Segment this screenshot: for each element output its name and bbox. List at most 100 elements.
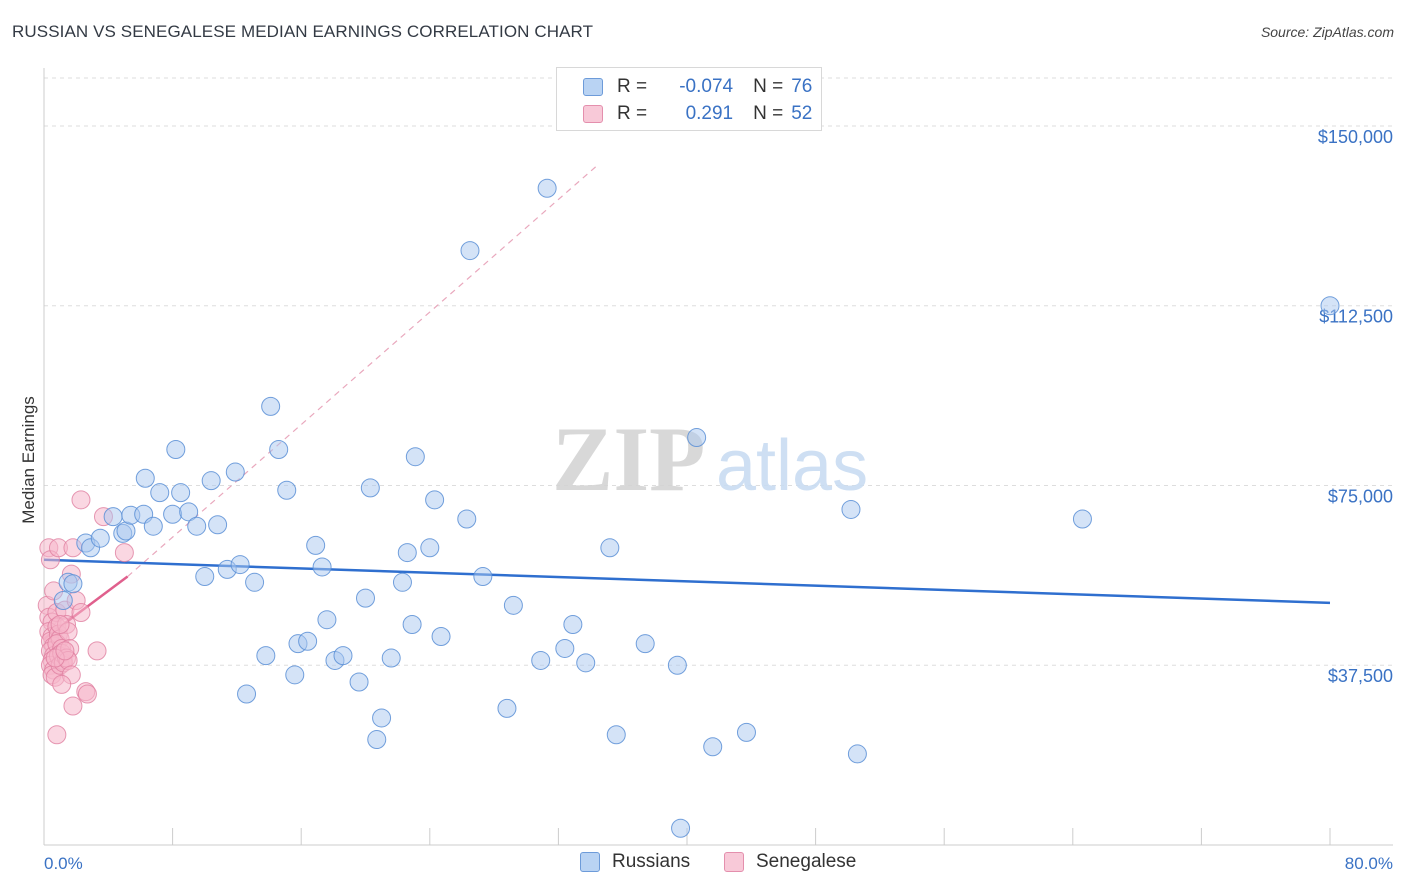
- russians-point: [312, 557, 332, 577]
- russians-point: [150, 483, 170, 503]
- russians-point: [1320, 296, 1340, 316]
- russians-point: [103, 507, 123, 527]
- russians-point: [367, 730, 387, 750]
- russians-point: [179, 502, 199, 522]
- watermark-atlas: atlas: [716, 426, 868, 506]
- gridlines: [44, 77, 1393, 666]
- russians-point: [671, 818, 691, 838]
- russians-point: [360, 478, 380, 498]
- russians-point: [356, 588, 375, 608]
- russians-point: [736, 722, 756, 742]
- y-tick-label: $112,500: [1319, 307, 1393, 327]
- russians-point: [269, 440, 289, 460]
- senegalese-point: [114, 543, 134, 563]
- y-tick-labels: $37,500 $75,000 $112,500 $150,000: [1318, 127, 1393, 686]
- russians-point: [372, 708, 392, 728]
- russians-point: [420, 538, 440, 558]
- russians-point: [306, 535, 326, 555]
- russians-point: [635, 634, 655, 654]
- russians-point: [503, 595, 523, 615]
- russians-point: [277, 480, 297, 500]
- senegalese-point: [47, 725, 67, 745]
- y-tick-label: $75,000: [1328, 486, 1393, 506]
- russians-point: [208, 515, 228, 535]
- legend-n-value: 52: [791, 103, 813, 124]
- russians-point: [606, 725, 626, 745]
- senegalese-point: [50, 614, 70, 634]
- russians-swatch: [583, 78, 603, 96]
- senegalese-point: [71, 490, 91, 510]
- russians-point: [201, 471, 221, 491]
- russians-point: [63, 574, 83, 594]
- russians-legend-label: Russians: [612, 851, 691, 872]
- legend-r-label: R =: [617, 103, 648, 124]
- legend-row-senegalese: R = 0.291 N = 52: [557, 101, 812, 127]
- russians-point: [261, 396, 281, 416]
- watermark: ZIP atlas: [552, 408, 868, 510]
- russians-point: [187, 516, 207, 536]
- y-tick-label: $37,500: [1328, 666, 1393, 686]
- russians-point: [425, 490, 445, 510]
- legend-row-russians: R = -0.074 N = 76: [557, 74, 812, 100]
- y-tick-label: $150,000: [1318, 127, 1393, 147]
- russians-point: [460, 241, 480, 261]
- russians-point: [841, 499, 861, 519]
- russians-point: [431, 626, 451, 646]
- russians-point: [667, 655, 687, 675]
- russians-point: [600, 538, 620, 558]
- russians-point: [195, 567, 215, 587]
- russians-point: [703, 737, 723, 757]
- russians-point: [497, 698, 517, 718]
- russians-point: [285, 665, 305, 685]
- russians-point: [402, 614, 422, 634]
- senegalese-point: [87, 641, 107, 661]
- senegalese-point: [52, 674, 72, 694]
- russians-point: [317, 610, 337, 630]
- russians-point: [53, 591, 73, 611]
- russians-point: [256, 646, 276, 666]
- chart-title: RUSSIAN VS SENEGALESE MEDIAN EARNINGS CO…: [12, 22, 594, 41]
- russians-point: [333, 646, 353, 666]
- russians-point: [473, 567, 493, 587]
- russians-point: [555, 638, 575, 658]
- russians-point: [397, 543, 417, 563]
- russians-point: [392, 572, 412, 592]
- russians-point: [166, 440, 186, 460]
- russians-point: [163, 504, 183, 524]
- russians-point: [230, 555, 250, 575]
- senegalese-swatch: [583, 105, 603, 123]
- senegalese-point: [71, 603, 91, 623]
- russians-point: [687, 428, 707, 448]
- russians-point: [457, 509, 477, 529]
- russians-legend-swatch: [580, 852, 600, 872]
- russians-point: [381, 648, 401, 668]
- legend-n-label: N =: [753, 103, 784, 124]
- russians-point: [245, 572, 265, 592]
- legend-n-value: 76: [791, 76, 813, 97]
- russians-point: [563, 614, 583, 634]
- russians-point: [531, 650, 551, 670]
- senegalese-legend-label: Senegalese: [756, 851, 857, 872]
- watermark-zip: ZIP: [552, 408, 705, 510]
- russians-point: [90, 528, 110, 548]
- y-axis-title: Median Earnings: [19, 396, 38, 524]
- x-tick-label-min: 0.0%: [44, 854, 83, 873]
- senegalese-point: [63, 696, 83, 716]
- senegalese-legend-swatch: [724, 852, 744, 872]
- russians-point: [537, 178, 557, 198]
- senegalese-point: [55, 641, 75, 661]
- legend-r-value: -0.074: [679, 76, 734, 97]
- bottom-legend-russians: Russians: [580, 851, 690, 873]
- legend-r-value: 0.291: [685, 103, 734, 124]
- russians-point: [298, 631, 318, 651]
- russians-point: [349, 672, 369, 692]
- legend-n-label: N =: [753, 76, 784, 97]
- russians-point: [143, 516, 163, 536]
- russians-point: [576, 653, 596, 673]
- stats-legend: R = -0.074 N = 76 R = 0.291 N = 52: [556, 67, 822, 131]
- x-tick-label-max: 80.0%: [1345, 854, 1393, 873]
- russians-trend-line: [43, 558, 1331, 605]
- bottom-legend-senegalese: Senegalese: [724, 851, 856, 873]
- legend-r-label: R =: [617, 76, 648, 97]
